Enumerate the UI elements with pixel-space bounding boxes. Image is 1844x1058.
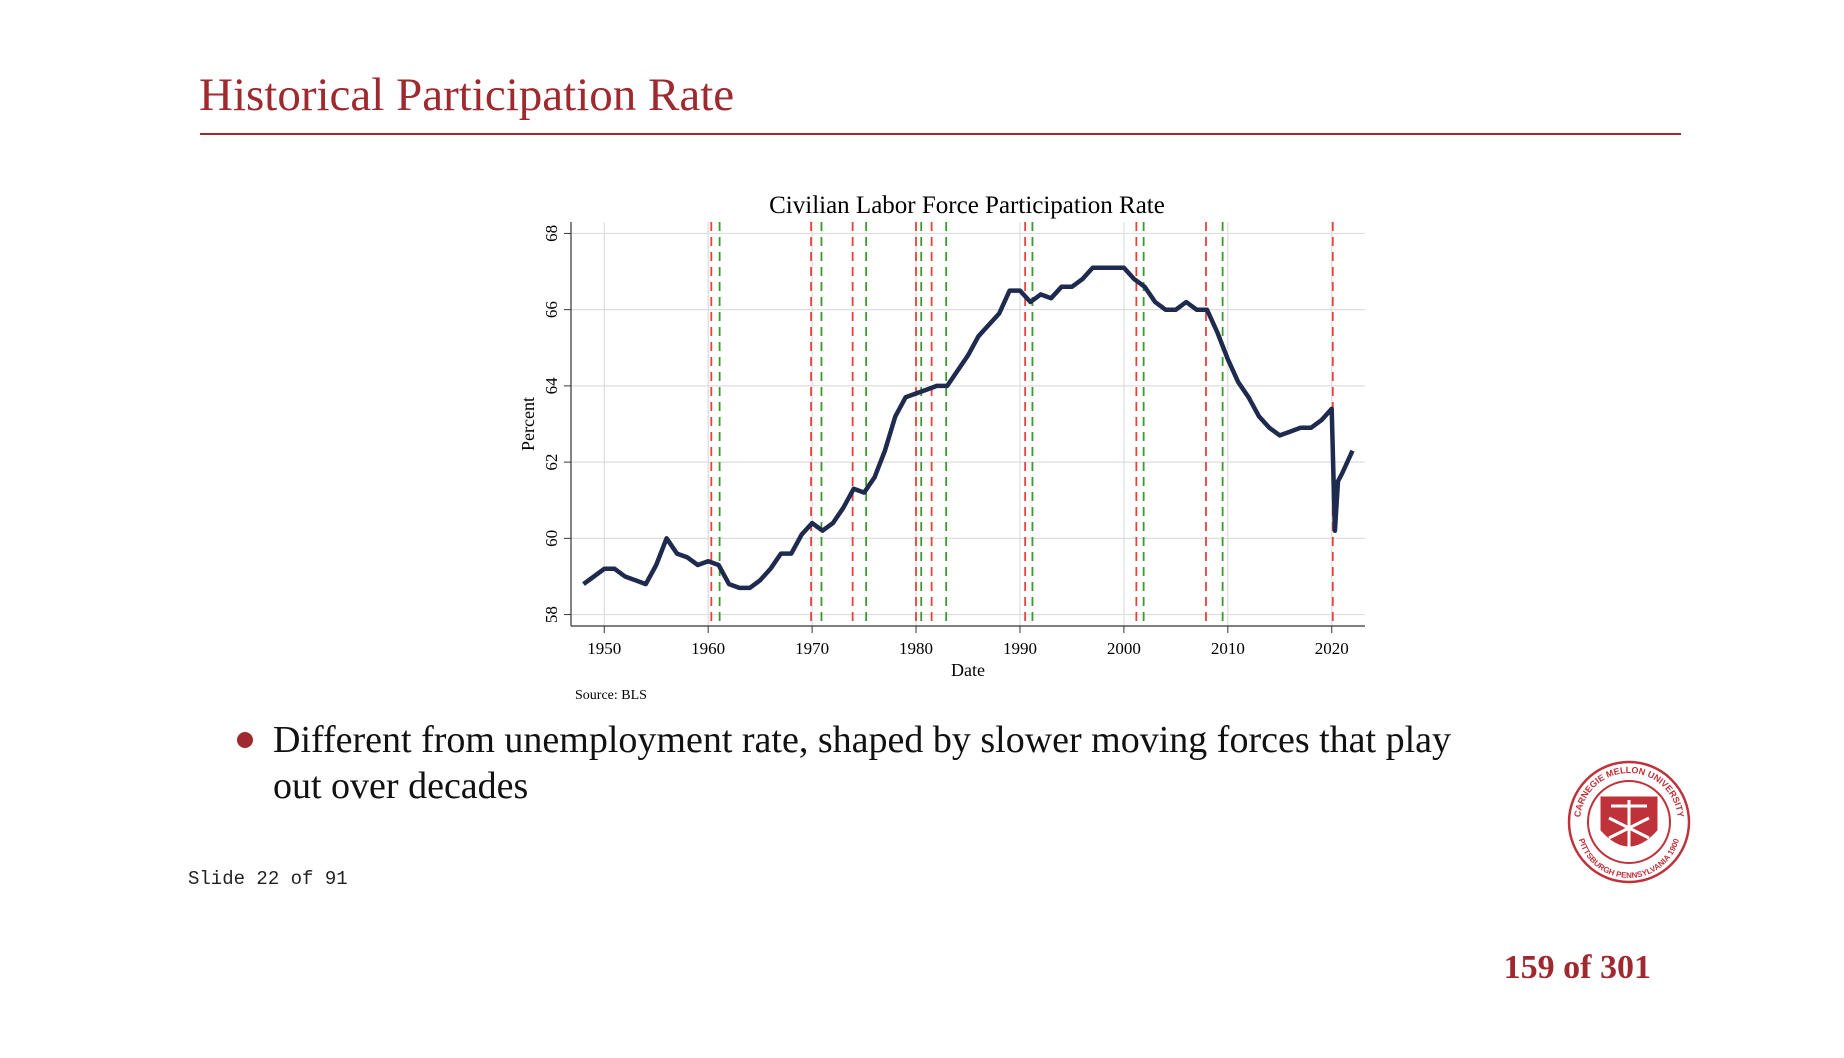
logo: CARNEGIE MELLON UNIVERSITY PITTSBURGH PE…: [1567, 760, 1691, 884]
y-tick-label: 66: [542, 301, 561, 318]
y-axis-label: Percent: [518, 397, 538, 451]
x-tick-label: 2010: [1211, 639, 1245, 658]
logo-emblem: [1608, 800, 1650, 850]
logo-ring: [1567, 760, 1691, 884]
slide-title: Historical Participation Rate: [199, 69, 734, 121]
x-tick-label: 1990: [1003, 639, 1037, 658]
y-tick-label: 60: [542, 530, 561, 547]
page-number: 159 of 301: [1504, 949, 1651, 986]
x-tick-label: 2000: [1107, 639, 1141, 658]
y-tick-label: 58: [542, 606, 561, 623]
x-tick-label: 1980: [899, 639, 933, 658]
chart-title: Civilian Labor Force Participation Rate: [769, 192, 1165, 219]
bullet-dot: [237, 732, 253, 748]
y-tick-label: 62: [542, 454, 561, 471]
slide-label: Slide 22 of 91: [188, 868, 348, 890]
logo-ring: [1587, 780, 1671, 864]
data-line: [582, 265, 1355, 591]
x-tick-label: 1970: [795, 639, 829, 658]
bullet-text: out over decades: [273, 765, 528, 807]
bullet-text: Different from unemployment rate, shaped…: [273, 719, 1451, 761]
source-note: Source: BLS: [575, 688, 647, 703]
y-tick-label: 68: [542, 225, 561, 242]
y-tick-label: 64: [542, 377, 561, 395]
x-tick-label: 1950: [587, 639, 621, 658]
x-tick-label: 1960: [691, 639, 725, 658]
x-tick-label: 2020: [1315, 639, 1349, 658]
x-axis-label: Date: [951, 660, 985, 680]
